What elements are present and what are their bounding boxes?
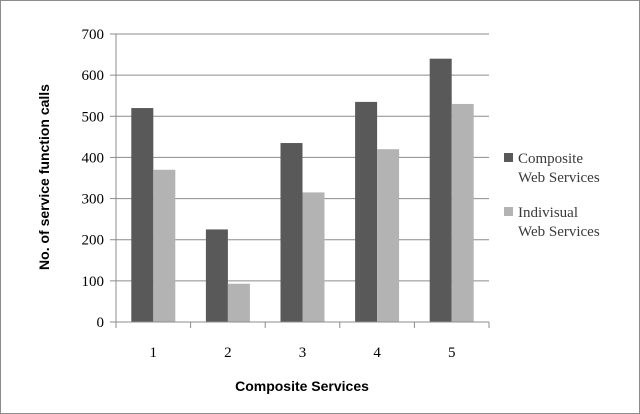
- y-tick-label: 200: [82, 233, 105, 249]
- y-tick-label: 500: [82, 109, 105, 125]
- x-tick-label: 4: [373, 345, 381, 361]
- y-tick-label: 700: [82, 27, 105, 43]
- axes: [110, 33, 490, 328]
- y-tick-label: 300: [82, 192, 105, 208]
- y-tick-label: 400: [82, 150, 105, 166]
- legend-label-1: Web Services: [518, 170, 600, 186]
- bar-series-1-cat-5: [429, 58, 452, 322]
- y-tick-label: 100: [82, 274, 105, 290]
- x-tick-labels: 1 2 3 4 5: [150, 345, 456, 361]
- legend-label-2: Web Services: [518, 224, 600, 240]
- y-axis-title: No. of service function calls: [36, 84, 52, 270]
- y-tick-label: 600: [82, 68, 105, 84]
- bar-series-1-cat-3: [280, 143, 303, 322]
- legend-label-2: Indivisual: [518, 205, 578, 221]
- bar-series-1-cat-2: [205, 229, 228, 322]
- y-tick-labels: 0 100 200 300 400 500 600 700: [82, 27, 105, 331]
- x-tick-label: 3: [299, 345, 307, 361]
- legend: Composite Web Services Indivisual Web Servi…: [504, 151, 600, 240]
- x-tick-label: 2: [224, 345, 232, 361]
- bar-series-2-cat-1: [153, 169, 176, 322]
- y-tick-label: 0: [97, 315, 105, 331]
- bar-series-1-cat-1: [131, 108, 154, 322]
- x-tick-label: 5: [448, 345, 456, 361]
- bar-series-1-cat-4: [355, 101, 378, 322]
- bar-series-2-cat-5: [451, 103, 474, 322]
- legend-swatch-1: [504, 153, 513, 162]
- legend-label-1: Composite: [518, 151, 583, 167]
- x-tick-label: 1: [150, 345, 158, 361]
- bars: [131, 58, 474, 322]
- bar-series-2-cat-4: [377, 149, 400, 322]
- bar-series-2-cat-2: [227, 283, 250, 322]
- legend-swatch-2: [504, 207, 513, 216]
- x-axis-title: Composite Services: [235, 378, 369, 394]
- bar-series-2-cat-3: [302, 192, 325, 322]
